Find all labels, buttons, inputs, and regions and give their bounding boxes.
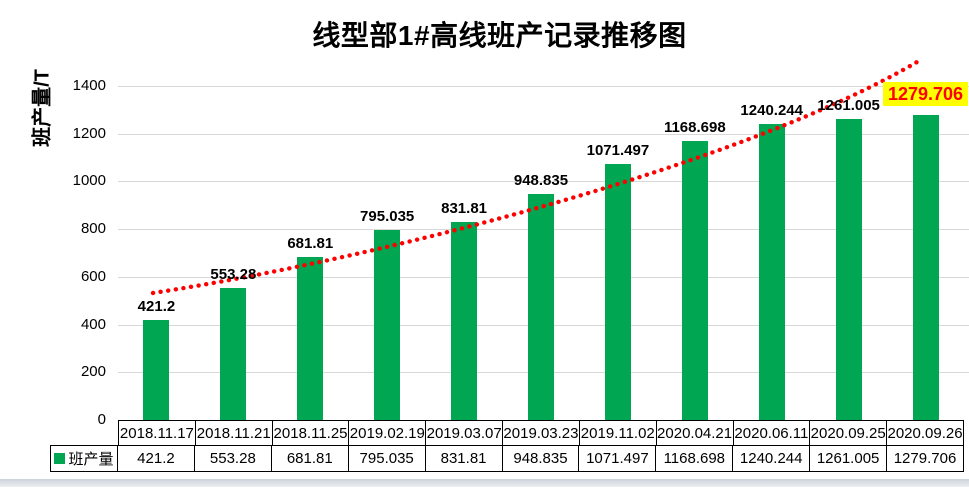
data-label-highlighted: 1279.706: [875, 81, 969, 106]
highlighted-value: 1279.706: [882, 81, 969, 106]
data-label: 681.81: [287, 235, 334, 253]
data-label: 1240.244: [740, 102, 803, 120]
y-tick-label: 1400: [72, 77, 106, 94]
table-value-cell: 795.035: [347, 445, 426, 472]
bar: [912, 114, 939, 420]
table-value-cell: 553.28: [193, 445, 272, 472]
data-table-category-row: 2018.11.17 2018.11.21 2018.11.25 2019.02.19…: [118, 420, 964, 446]
bar: [374, 230, 401, 420]
bar: [758, 124, 785, 420]
table-date-cell: 2019.03.07: [425, 420, 504, 446]
data-label: 1168.698: [663, 119, 726, 137]
data-label: 948.835: [513, 171, 569, 189]
table-value-cell: 1279.706: [886, 445, 964, 472]
bar: [835, 119, 862, 420]
gridline: [118, 86, 969, 87]
y-tick-label: 600: [80, 267, 106, 285]
data-label: 1261.005: [817, 97, 880, 115]
y-tick-label: 800: [80, 220, 106, 238]
bar: [297, 257, 324, 420]
data-label: 421.2: [137, 297, 176, 315]
y-tick-label: 0: [97, 411, 106, 428]
data-label: 553.28: [210, 266, 257, 283]
table-date-cell: 2019.11.02: [578, 420, 657, 446]
table-value-cell: 1168.698: [655, 445, 734, 472]
table-date-cell: 2020.09.26: [886, 420, 964, 446]
data-table-value-row: 班产量 421.2 553.28 681.81 795.035 831.81 948.83…: [50, 445, 964, 472]
bar: [143, 319, 170, 420]
table-value-cell: 948.835: [501, 445, 580, 472]
bar: [604, 164, 631, 420]
chart-title: 线型部1#高线班产记录推移图: [312, 20, 687, 51]
y-tick-label: 400: [80, 315, 106, 333]
table-value-cell: 1261.005: [809, 445, 888, 472]
window-bottom-edge: [0, 479, 969, 487]
y-tick-label: 1000: [72, 172, 106, 190]
data-label: 795.035: [360, 208, 415, 226]
y-tick-label: 200: [80, 363, 106, 381]
legend-label: 班产量: [68, 451, 114, 468]
bar: [528, 193, 554, 420]
table-date-cell: 2020.09.25: [809, 420, 888, 446]
table-date-cell: 2020.04.21: [655, 420, 734, 446]
data-label: 831.81: [441, 199, 488, 217]
table-value-cell: 1240.244: [732, 445, 811, 472]
data-label: 1071.497: [586, 142, 650, 160]
bar: [681, 141, 708, 420]
legend-key: 班产量: [50, 445, 118, 472]
table-date-cell: 2018.11.17: [118, 420, 196, 446]
table-value-cell: 681.81: [270, 445, 349, 472]
table-date-cell: 2020.06.11: [732, 420, 811, 446]
table-date-cell: 2019.03.23: [502, 420, 580, 446]
table-date-cell: 2019.02.19: [348, 420, 427, 446]
bar: [220, 288, 247, 420]
table-date-cell: 2018.11.25: [271, 420, 350, 446]
table-date-cell: 2018.11.21: [194, 420, 273, 446]
bar: [451, 221, 478, 420]
legend-swatch-icon: [54, 453, 66, 464]
table-value-cell: 831.81: [424, 445, 503, 472]
table-value-cell: 1071.497: [578, 445, 657, 472]
y-tick-label: 1200: [72, 124, 106, 142]
table-value-cell: 421.2: [117, 445, 195, 472]
